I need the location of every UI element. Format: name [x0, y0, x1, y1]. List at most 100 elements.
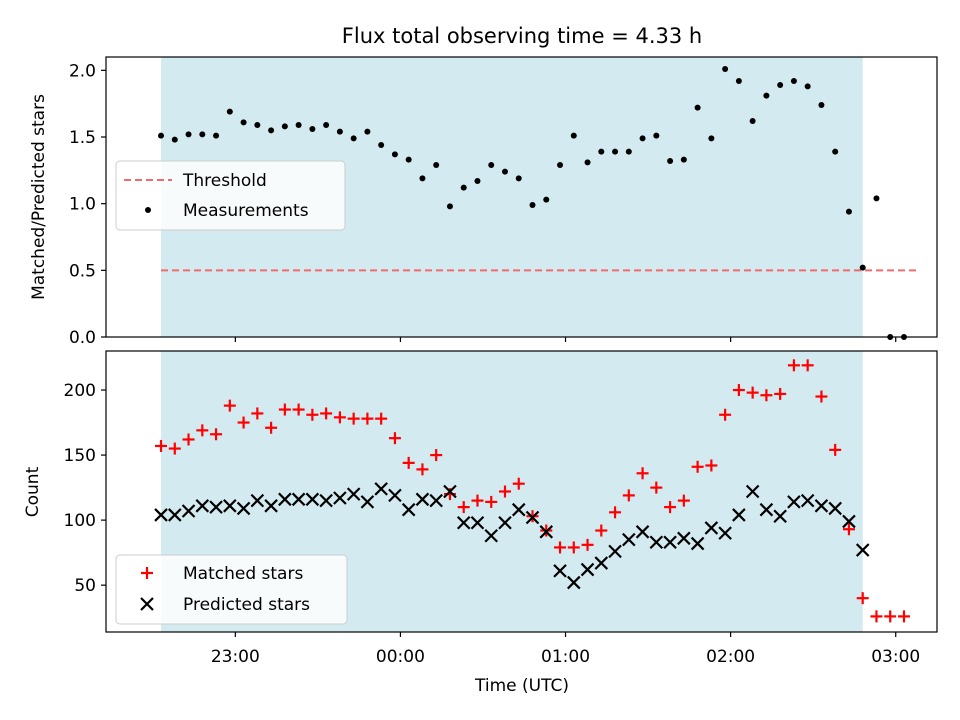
x-tick-label: 03:00 [871, 647, 920, 667]
legend-matched-marker [141, 567, 153, 579]
counts-y-ticks: 50 100 150 200 [64, 381, 106, 596]
counts-frame [105, 350, 938, 633]
measurement-point [199, 131, 206, 138]
measurement-point [790, 78, 797, 84]
ratio-frame [105, 56, 938, 338]
y-tick-label: 1.5 [69, 128, 96, 148]
matched-star-point [774, 387, 787, 400]
measurement-point [625, 148, 632, 155]
matched-star-point [223, 399, 236, 412]
legend-predicted-marker [140, 597, 154, 611]
matched-star-point [609, 506, 622, 519]
y-tick-label: 200 [64, 381, 96, 401]
predicted-star-point [622, 532, 636, 547]
matched-star-point [897, 610, 910, 623]
matched-star-point [622, 489, 635, 502]
measurement-point [446, 203, 453, 210]
predicted-star-point [511, 502, 526, 517]
measurement-point [515, 175, 522, 182]
predicted-star-point [319, 493, 333, 508]
measurement-point [639, 135, 646, 142]
predicted-star-point [305, 492, 320, 507]
predicted-star-point [209, 500, 223, 514]
predicted-star-point [677, 531, 691, 546]
matched-star-point [801, 359, 814, 372]
measurement-point [391, 151, 398, 158]
matched-star-point [416, 463, 429, 476]
ratio-x-ticks [234, 337, 897, 342]
measurement-point [268, 127, 275, 134]
predicted-star-point [168, 508, 182, 522]
predicted-star-point [525, 510, 540, 525]
measurement-point [501, 168, 508, 175]
ratio-y-axis-label: Matched/Predicted stars [29, 94, 49, 300]
measurement-point [612, 148, 619, 155]
x-tick-label: 00:00 [376, 647, 425, 667]
matched-star-point [732, 384, 745, 397]
matched-star-point [829, 443, 842, 456]
matched-star-point [485, 495, 498, 508]
matched-star-point [677, 494, 690, 507]
measurement-point [694, 104, 701, 111]
measurement-point [832, 148, 839, 155]
matched-star-point [719, 408, 732, 421]
predicted-star-point [223, 499, 237, 513]
matched-star-point [512, 477, 525, 490]
matched-star-point [388, 432, 401, 445]
matched-star-point [265, 421, 278, 434]
measurement-point [336, 128, 343, 135]
y-tick-label: 100 [64, 511, 96, 531]
y-tick-label: 0.0 [69, 328, 96, 348]
matched-star-point [306, 408, 319, 421]
measurement-point [570, 132, 577, 139]
predicted-star-point [470, 515, 485, 530]
measurement-point [185, 131, 192, 138]
predicted-star-point [415, 492, 430, 507]
measurement-point [680, 156, 687, 163]
y-tick-label: 2.0 [69, 61, 96, 81]
matched-star-point [210, 428, 223, 441]
measurement-point [584, 159, 591, 166]
measurement-point [653, 132, 660, 139]
matched-star-point [595, 524, 608, 537]
measurement-point [529, 202, 536, 208]
predicted-star-point [704, 521, 719, 535]
matched-star-point [182, 433, 195, 446]
measurement-point [378, 142, 385, 148]
matched-star-point [856, 592, 869, 605]
matched-star-point [168, 442, 181, 455]
matched-star-point [664, 501, 677, 514]
ratio-y-ticks: 0.0 0.5 1.0 1.5 2.0 [69, 61, 106, 348]
counts-x-ticks: 23:00 00:00 01:00 02:00 03:00 [211, 632, 920, 667]
ratio-panel: 0.00.51.01.52.0 Matched/Predicted stars … [29, 56, 938, 348]
matched-star-point [567, 541, 580, 554]
predicted-star-point [333, 491, 347, 505]
predicted-star-point [759, 502, 774, 517]
chart-title: Flux total observing time = 4.33 h [342, 24, 702, 48]
matched-star-point [705, 459, 718, 472]
predicted-star-point [154, 508, 168, 522]
legend-predicted-label: Predicted stars [183, 595, 310, 615]
predicted-star-point [278, 492, 292, 507]
x-axis-label: Time (UTC) [474, 676, 569, 696]
predicted-star-point [580, 562, 595, 577]
counts-marks [154, 359, 910, 623]
measurement-point [226, 108, 233, 115]
matched-star-point [760, 389, 773, 402]
measurement-point [240, 119, 247, 126]
measurement-point [158, 132, 165, 139]
measurement-point [405, 156, 412, 163]
counts-panel: 50 100 150 200 23:00 00:00 01:00 02:00 03:00 Co… [23, 350, 938, 696]
y-tick-label: 150 [64, 446, 96, 466]
predicted-star-point [346, 487, 361, 501]
matched-star-point [691, 460, 704, 473]
predicted-star-point [264, 499, 278, 513]
measurement-point [323, 122, 330, 128]
predicted-star-point [855, 543, 870, 557]
matched-star-point [320, 407, 333, 420]
measurement-point [309, 126, 316, 132]
measurement-point [818, 102, 825, 108]
measurement-point [708, 135, 715, 142]
ratio-marks [158, 66, 918, 340]
predicted-star-point [360, 495, 375, 509]
